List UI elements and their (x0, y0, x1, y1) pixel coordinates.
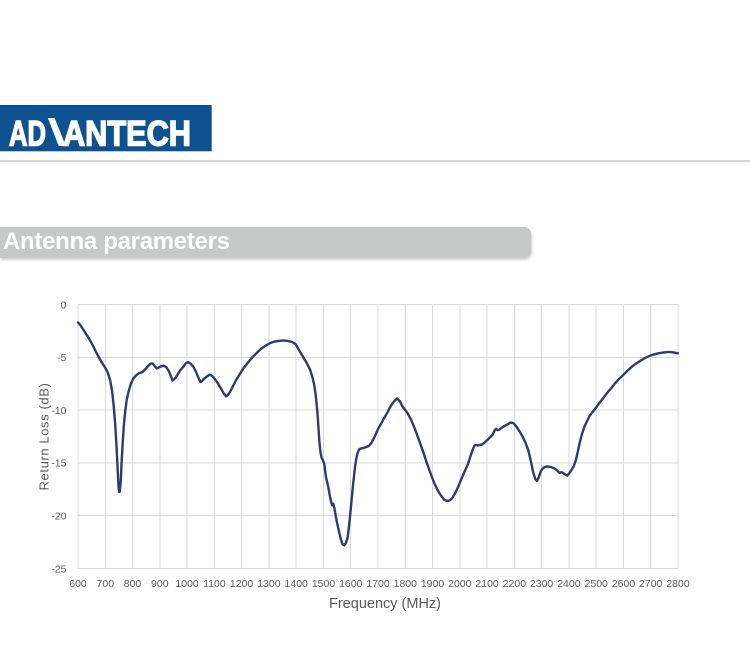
svg-text:1300: 1300 (257, 578, 281, 590)
svg-text:ANTECH: ANTECH (63, 114, 191, 153)
svg-text:Return Loss (dB): Return Loss (dB) (37, 383, 52, 491)
svg-text:1600: 1600 (339, 578, 363, 590)
svg-text:2500: 2500 (585, 578, 609, 590)
svg-text:1500: 1500 (312, 578, 336, 590)
svg-text:600: 600 (69, 578, 87, 590)
svg-text:1700: 1700 (366, 578, 390, 590)
svg-text:AD: AD (9, 114, 46, 153)
svg-text:700: 700 (97, 578, 115, 590)
svg-text:-10: -10 (51, 405, 66, 417)
svg-text:1000: 1000 (175, 578, 199, 590)
svg-text:1400: 1400 (285, 578, 309, 590)
svg-text:2000: 2000 (448, 578, 472, 590)
svg-text:-20: -20 (51, 511, 66, 523)
svg-text:0: 0 (61, 299, 67, 311)
svg-text:-5: -5 (57, 352, 66, 364)
svg-text:800: 800 (124, 578, 142, 590)
svg-text:2100: 2100 (475, 578, 499, 590)
svg-text:2200: 2200 (503, 578, 527, 590)
svg-text:900: 900 (151, 578, 169, 590)
svg-text:2700: 2700 (639, 578, 663, 590)
svg-text:2800: 2800 (666, 578, 690, 590)
svg-text:Frequency (MHz): Frequency (MHz) (329, 596, 441, 612)
svg-text:1800: 1800 (394, 578, 418, 590)
svg-text:1900: 1900 (421, 578, 445, 590)
svg-text:-15: -15 (51, 458, 66, 470)
svg-text:1200: 1200 (230, 578, 254, 590)
svg-text:2600: 2600 (612, 578, 636, 590)
svg-text:1100: 1100 (203, 578, 226, 590)
svg-text:2300: 2300 (530, 578, 554, 590)
svg-text:2400: 2400 (557, 578, 581, 590)
svg-text:-25: -25 (51, 563, 66, 575)
